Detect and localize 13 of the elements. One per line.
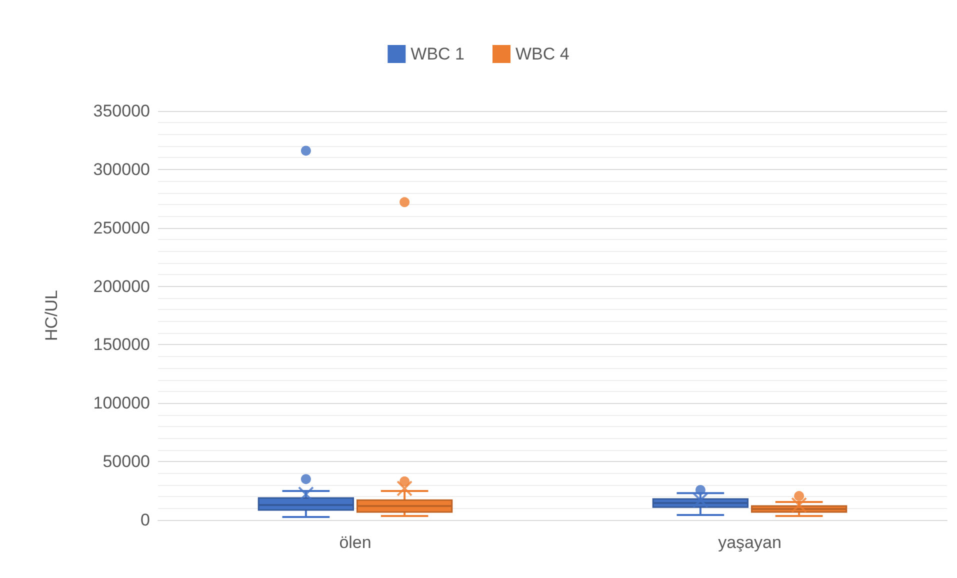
y-axis-title: HC/UL	[42, 290, 61, 342]
y-tick-label: 50000	[102, 452, 150, 472]
y-tick-label: 250000	[93, 218, 150, 238]
x-tick-label: yaşayan	[718, 533, 782, 552]
y-tick-label: 100000	[93, 394, 150, 413]
y-tick-label: 0	[140, 510, 150, 530]
legend-label: WBC 4	[516, 44, 570, 64]
y-tick-label: 200000	[93, 276, 150, 296]
y-tick-label: 350000	[93, 102, 150, 120]
legend-label: WBC 1	[410, 44, 465, 64]
y-tick-label: 300000	[93, 160, 150, 179]
y-tick-label: 150000	[93, 335, 150, 354]
x-tick-label: ölen	[339, 533, 372, 552]
